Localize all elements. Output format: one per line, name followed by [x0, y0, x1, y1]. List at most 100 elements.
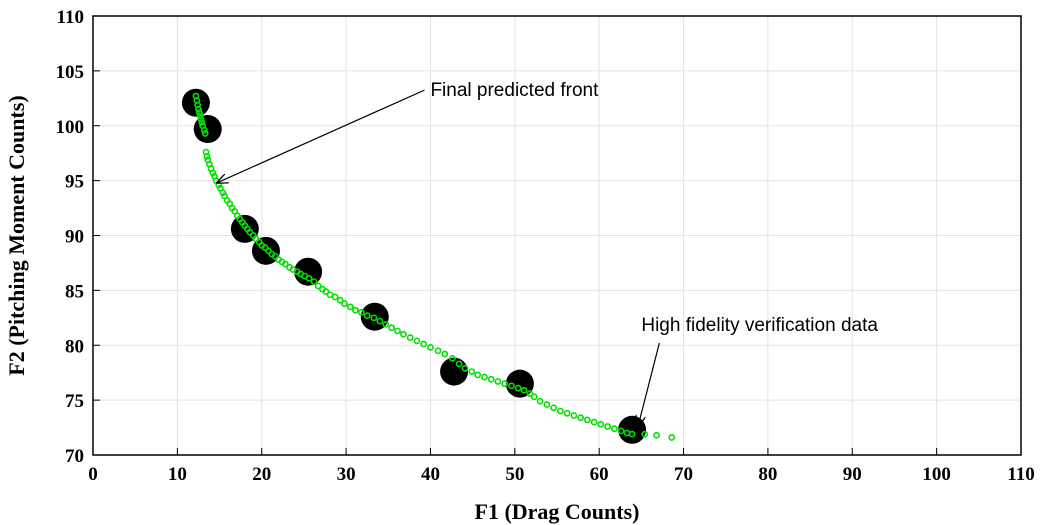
front-point: [641, 430, 649, 438]
y-tick-label: 95: [65, 172, 84, 193]
front-point: [336, 296, 344, 304]
x-axis-label: F1 (Drag Counts): [475, 499, 640, 524]
y-tick-label: 105: [56, 62, 85, 83]
front-point: [583, 416, 591, 424]
front-point: [413, 337, 421, 345]
front-point: [501, 380, 509, 388]
front-point: [628, 430, 636, 438]
x-tick-label: 20: [252, 464, 271, 485]
front-point: [382, 320, 390, 328]
y-tick-label: 90: [65, 227, 84, 248]
front-point: [200, 126, 208, 134]
front-point: [461, 364, 469, 372]
front-point: [331, 293, 339, 301]
front-point: [577, 414, 585, 422]
front-point: [434, 347, 442, 355]
front-point: [376, 317, 384, 325]
front-point: [556, 407, 564, 415]
front-point: [481, 373, 488, 381]
front-point: [530, 393, 538, 401]
front-point: [305, 274, 313, 282]
front-point: [597, 420, 605, 428]
front-point: [281, 260, 289, 268]
y-tick-label: 110: [57, 7, 84, 28]
x-tick-label: 90: [843, 464, 862, 485]
front-point: [455, 360, 463, 368]
front-point: [427, 344, 434, 351]
front-point: [494, 378, 502, 385]
front-point: [370, 314, 378, 322]
front-point: [406, 334, 414, 341]
x-tick-label: 80: [758, 464, 777, 485]
plot-frame: [92, 15, 1022, 456]
front-point: [604, 423, 612, 430]
front-point: [610, 425, 618, 433]
front-point: [468, 368, 476, 375]
front-point: [346, 303, 354, 311]
front-point: [314, 282, 322, 290]
front-point: [543, 401, 551, 408]
front-point: [394, 327, 401, 335]
annotation-label: Final predicted front: [430, 80, 599, 101]
x-tick-label: 100: [922, 464, 951, 485]
front-point: [420, 340, 428, 348]
verification-point: [440, 357, 469, 386]
front-point: [536, 397, 544, 405]
front-point: [195, 105, 202, 113]
front-point: [563, 409, 571, 417]
y-tick-label: 80: [65, 336, 84, 357]
front-point: [219, 189, 227, 197]
y-tick-label: 85: [65, 281, 84, 302]
front-point: [351, 306, 359, 314]
annotation-arrow: [217, 89, 425, 183]
y-tick-label: 100: [56, 117, 85, 138]
x-tick-label: 110: [1007, 464, 1034, 485]
front-point: [322, 288, 330, 295]
front-point: [570, 412, 578, 419]
front-point: [197, 115, 205, 123]
verification-data-series: [181, 88, 647, 444]
front-point: [310, 278, 318, 285]
tick-labels: 0 10 20 30 40 50 60 70 80 90 100 110 70 75 80 85 90 95 100…: [56, 7, 1035, 485]
front-point: [341, 300, 348, 307]
front-point: [400, 330, 407, 338]
x-tick-label: 70: [674, 464, 693, 485]
front-point: [388, 324, 396, 332]
y-tick-label: 70: [65, 446, 84, 467]
annotation-arrow: [638, 342, 660, 426]
x-tick-label: 60: [590, 464, 609, 485]
x-tick-label: 0: [88, 464, 98, 485]
front-point: [514, 384, 522, 392]
x-tick-label: 30: [337, 464, 356, 485]
front-point: [550, 404, 558, 412]
front-point: [448, 355, 456, 362]
front-point: [196, 112, 204, 120]
front-point: [203, 153, 211, 160]
front-point: [474, 371, 482, 379]
front-point: [201, 130, 209, 137]
x-tick-label: 40: [421, 464, 440, 485]
front-point: [209, 169, 217, 177]
front-point: [526, 390, 534, 397]
x-tick-label: 10: [168, 464, 187, 485]
annotation-label: High fidelity verification data: [641, 315, 878, 336]
front-point: [668, 434, 676, 441]
front-point: [198, 119, 206, 126]
front-point: [195, 109, 203, 116]
annotations: Final predicted front High fidelity verif…: [217, 80, 878, 426]
front-point: [590, 418, 598, 426]
front-point: [487, 375, 495, 383]
front-point: [363, 312, 371, 320]
verification-point: [618, 415, 647, 444]
x-tick-label: 50: [505, 464, 524, 485]
front-point: [617, 427, 625, 435]
front-point: [357, 308, 365, 316]
predicted-front-series: [192, 92, 676, 441]
front-point: [520, 386, 528, 394]
front-point: [508, 382, 515, 390]
front-point: [653, 431, 660, 439]
front-point: [441, 350, 449, 358]
y-tick-label: 75: [65, 391, 84, 412]
y-axis-label: F2 (Pitching Moment Counts): [4, 95, 29, 375]
